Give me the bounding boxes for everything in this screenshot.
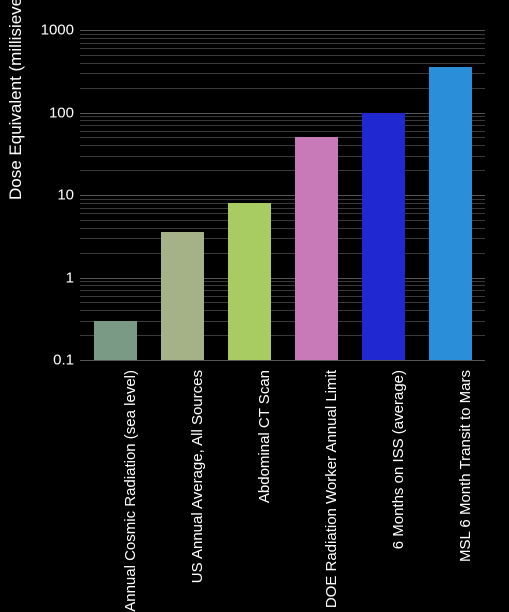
- y-tick-label: 10: [57, 187, 74, 204]
- radiation-dose-chart: Dose Equivalent (millisieverts) 0.1 1 10 10…: [0, 0, 509, 600]
- gridline-minor: [80, 88, 485, 89]
- gridline-minor: [80, 290, 485, 291]
- gridline-minor: [80, 310, 485, 311]
- y-tick-label: 0.1: [53, 352, 74, 369]
- bar: [94, 321, 137, 360]
- bar: [362, 113, 405, 361]
- gridline-minor: [80, 43, 485, 44]
- gridline-minor: [80, 125, 485, 126]
- gridline-minor: [80, 145, 485, 146]
- gridline-minor: [80, 321, 485, 322]
- gridline-minor: [80, 220, 485, 221]
- gridline-major: [80, 113, 485, 114]
- bar: [295, 137, 338, 360]
- gridline-minor: [80, 302, 485, 303]
- gridline-minor: [80, 281, 485, 282]
- y-tick-label: 1: [66, 269, 74, 286]
- gridline-minor: [80, 48, 485, 49]
- gridline-minor: [80, 238, 485, 239]
- y-tick-label: 1000: [41, 22, 74, 39]
- gridline-minor: [80, 253, 485, 254]
- gridline-minor: [80, 203, 485, 204]
- gridline-minor: [80, 131, 485, 132]
- gridline-major: [80, 30, 485, 31]
- gridline-minor: [80, 335, 485, 336]
- bar: [161, 232, 204, 360]
- bar: [228, 203, 271, 360]
- gridline-minor: [80, 228, 485, 229]
- plot-area: [80, 30, 485, 360]
- gridline-minor: [80, 120, 485, 121]
- gridline-minor: [80, 38, 485, 39]
- gridline-major: [80, 278, 485, 279]
- bar: [429, 67, 472, 360]
- y-tick-label: 100: [49, 104, 74, 121]
- gridline-minor: [80, 137, 485, 138]
- gridline-minor: [80, 170, 485, 171]
- gridline-minor: [80, 34, 485, 35]
- gridline-minor: [80, 285, 485, 286]
- gridline-minor: [80, 63, 485, 64]
- gridline-minor: [80, 156, 485, 157]
- gridline-minor: [80, 296, 485, 297]
- gridline-minor: [80, 208, 485, 209]
- gridline-minor: [80, 55, 485, 56]
- gridline-major: [80, 195, 485, 196]
- gridline-minor: [80, 73, 485, 74]
- gridline-minor: [80, 213, 485, 214]
- gridline-minor: [80, 116, 485, 117]
- gridline-major: [80, 360, 485, 361]
- y-axis-label: Dose Equivalent (millisieverts): [6, 0, 26, 200]
- gridline-minor: [80, 199, 485, 200]
